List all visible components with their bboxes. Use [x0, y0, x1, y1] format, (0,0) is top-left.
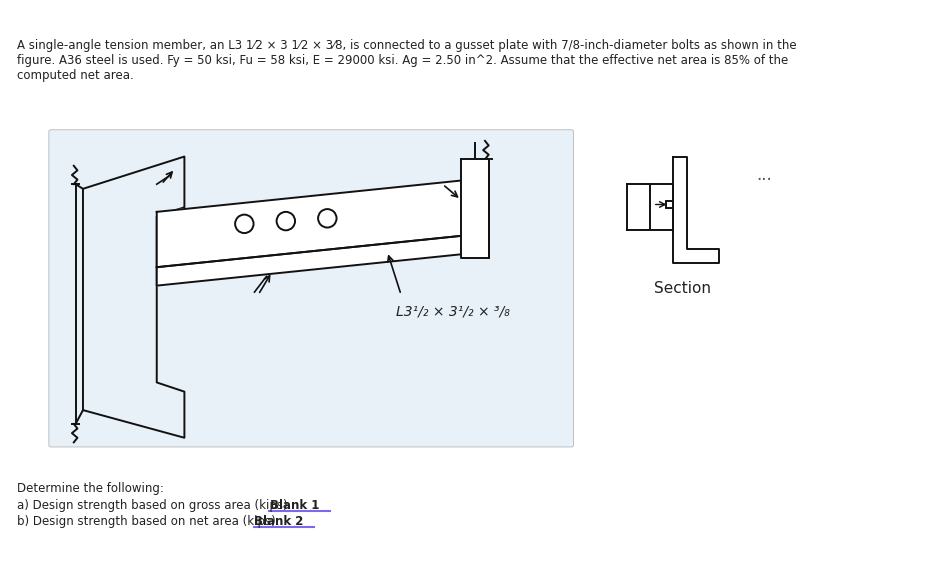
- Text: Blank 2: Blank 2: [255, 515, 304, 528]
- Text: Blank 1: Blank 1: [271, 499, 319, 512]
- Polygon shape: [673, 156, 719, 263]
- Text: A single-angle tension member, an L3 1⁄2 × 3 1⁄2 × 3⁄8, is connected to a gusset: A single-angle tension member, an L3 1⁄2…: [17, 39, 796, 83]
- Text: L3¹/₂ × 3¹/₂ × ³/₈: L3¹/₂ × 3¹/₂ × ³/₈: [397, 304, 510, 318]
- Text: Determine the following:: Determine the following:: [17, 482, 163, 495]
- Polygon shape: [461, 159, 489, 258]
- Circle shape: [318, 209, 337, 227]
- Polygon shape: [650, 184, 673, 230]
- Bar: [666, 201, 673, 208]
- Text: a) Design strength based on gross area (kips).: a) Design strength based on gross area (…: [17, 499, 295, 512]
- Text: b) Design strength based on net area (kips).: b) Design strength based on net area (ki…: [17, 515, 283, 528]
- Text: ...: ...: [756, 166, 772, 184]
- Text: Section: Section: [654, 281, 711, 296]
- Polygon shape: [157, 179, 470, 267]
- Circle shape: [235, 214, 254, 233]
- Circle shape: [276, 212, 295, 230]
- Polygon shape: [157, 235, 470, 285]
- FancyBboxPatch shape: [49, 130, 574, 447]
